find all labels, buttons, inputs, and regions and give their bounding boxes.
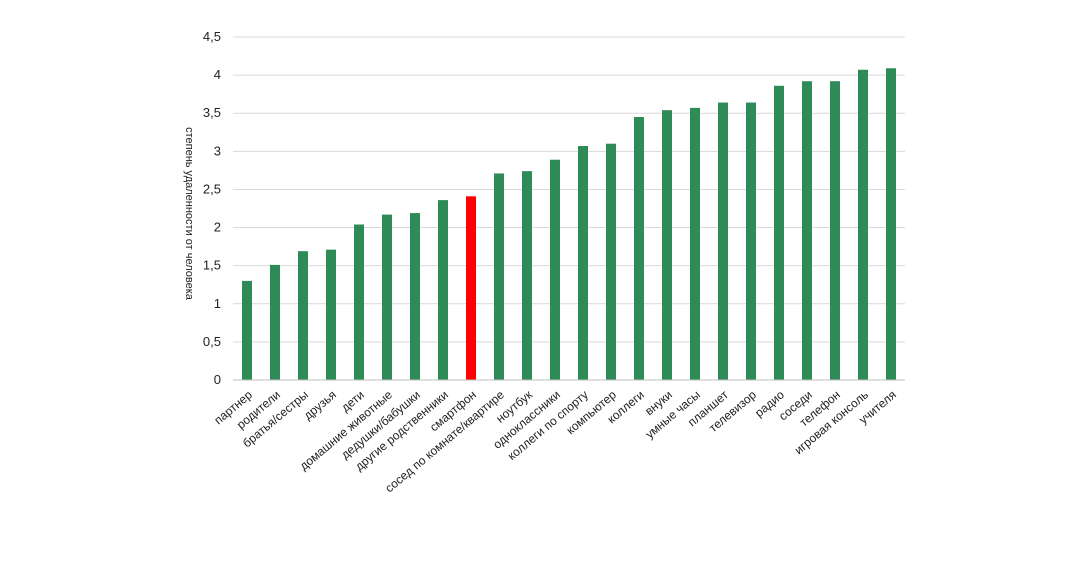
bar-16: [690, 107, 700, 381]
bar-12: [578, 145, 588, 380]
bar-14: [634, 117, 644, 381]
y-tick-label: 2: [214, 220, 221, 235]
bar-9: [494, 173, 504, 380]
bar-7: [438, 200, 448, 380]
y-axis-ticks: 0 0,5 1 1,5 2 2,5 3 3,5 4 4,5: [203, 29, 221, 387]
bar-3: [326, 249, 336, 380]
bars: [242, 68, 896, 381]
bar-10: [522, 171, 532, 380]
y-tick-label: 0,5: [203, 334, 221, 349]
bar-0: [242, 280, 252, 380]
y-tick-label: 3,5: [203, 105, 221, 120]
bar-17: [718, 102, 728, 380]
bar-13: [606, 143, 616, 380]
bar-8: [466, 196, 476, 380]
bar-21: [830, 81, 840, 380]
y-tick-label: 0: [214, 372, 221, 387]
bar-2: [298, 251, 308, 380]
y-tick-label: 4: [214, 67, 221, 82]
bar-15: [662, 110, 672, 380]
bar-1: [270, 264, 280, 380]
y-tick-label: 1,5: [203, 258, 221, 273]
bar-20: [802, 81, 812, 380]
x-tick-label: друзья: [301, 388, 339, 423]
gridlines: [233, 36, 905, 343]
bar-19: [774, 85, 784, 380]
y-axis-label: степень удаленности от человека: [183, 127, 195, 301]
y-tick-label: 1: [214, 296, 221, 311]
y-tick-label: 4,5: [203, 29, 221, 44]
y-tick-label: 3: [214, 143, 221, 158]
bar-18: [746, 102, 756, 380]
bar-5: [382, 214, 392, 380]
bar-22: [858, 69, 868, 380]
bar-11: [550, 159, 560, 380]
bar-4: [354, 224, 364, 380]
bar-23: [886, 68, 896, 381]
y-tick-label: 2,5: [203, 181, 221, 196]
bar-6: [410, 213, 420, 380]
